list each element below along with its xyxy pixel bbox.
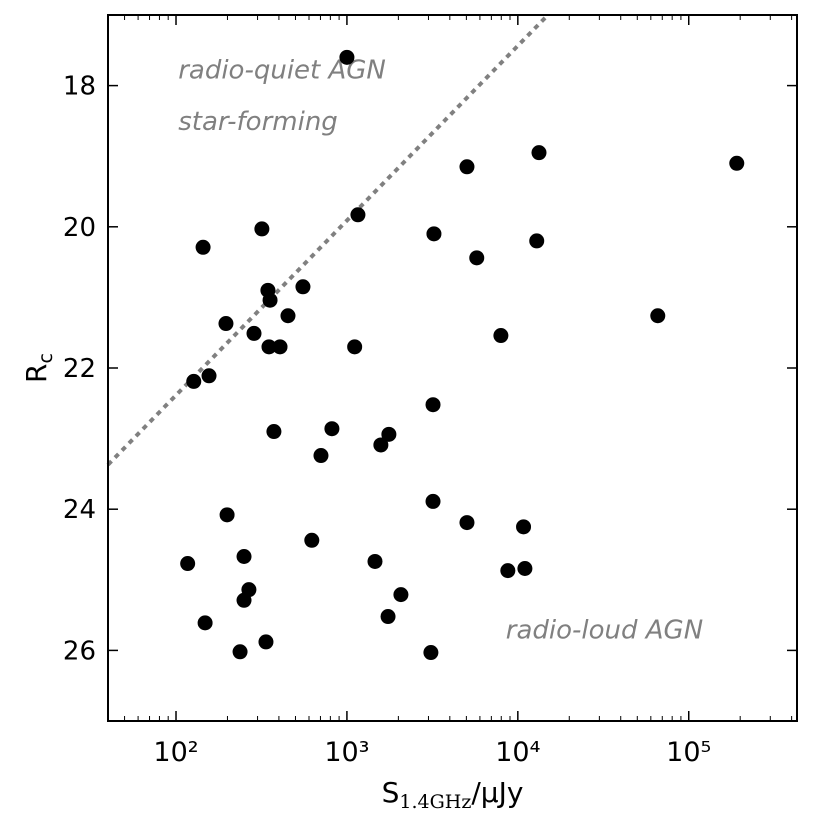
point [381, 426, 397, 442]
x-label-rest: /μJy [471, 776, 523, 809]
point [180, 556, 196, 572]
point [373, 437, 389, 453]
point [186, 373, 202, 389]
point [219, 507, 235, 523]
y-tick-label: 20 [63, 213, 96, 243]
point [261, 339, 277, 355]
annotation: radio-quiet AGN [178, 56, 386, 86]
point [324, 421, 340, 437]
point [529, 233, 545, 249]
point [380, 609, 396, 625]
point [254, 221, 270, 237]
point [350, 207, 366, 223]
annotation: star-forming [178, 107, 338, 137]
y-tick-label: 22 [63, 354, 96, 384]
y-tick-label: 24 [63, 495, 96, 525]
point [266, 424, 282, 440]
x-tick-label: 10⁵ [666, 737, 711, 768]
y-tick-label: 18 [63, 72, 96, 102]
x-tick-label: 10⁴ [495, 737, 540, 768]
annotation: radio-loud AGN [506, 615, 703, 645]
point [423, 645, 439, 661]
x-label-sub: 1.4GHz [399, 791, 471, 813]
point [304, 532, 320, 548]
divider-line [106, 13, 550, 467]
x-axis-label: S1.4GHz/μJy [382, 776, 524, 813]
y-axis-label: Rc [20, 353, 57, 383]
y-label-sub: c [35, 353, 57, 363]
point [295, 279, 311, 295]
point [258, 634, 274, 650]
point [367, 553, 383, 569]
point [516, 519, 532, 535]
point [531, 145, 547, 161]
x-tick-label: 10³ [324, 737, 369, 768]
point [197, 615, 213, 631]
point [517, 561, 533, 577]
point [280, 308, 296, 324]
point [459, 515, 475, 531]
point [469, 250, 485, 266]
point [272, 339, 288, 355]
point [393, 587, 409, 603]
y-tick-label: 26 [63, 636, 96, 666]
y-label-main: R [20, 363, 53, 382]
x-label-main: S [382, 776, 400, 809]
point [650, 308, 666, 324]
point [246, 325, 262, 341]
point [426, 226, 442, 242]
point [500, 563, 516, 579]
point [347, 339, 363, 355]
point [232, 644, 248, 660]
point [425, 397, 441, 413]
point [459, 159, 475, 175]
point [493, 328, 509, 344]
point [339, 49, 355, 65]
point [201, 368, 217, 384]
point [195, 239, 211, 255]
x-tick-label: 10² [153, 737, 198, 768]
point [425, 493, 441, 509]
point [218, 316, 234, 332]
point [729, 155, 745, 171]
point [262, 292, 278, 308]
point [236, 592, 252, 608]
point [236, 549, 252, 565]
point [313, 448, 329, 464]
